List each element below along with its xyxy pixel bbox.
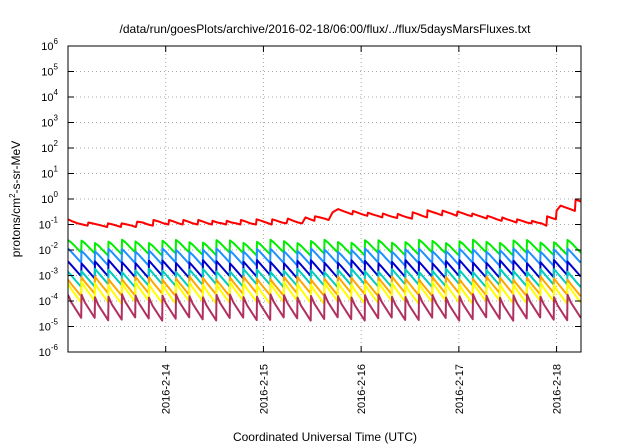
series-line — [68, 198, 581, 228]
x-tick-label: 2016-2-16 — [356, 364, 368, 414]
y-tick-label: 100 — [41, 190, 58, 206]
y-axis-label: protons/cm2-s-sr-MeV — [8, 141, 23, 257]
series-line — [68, 238, 581, 257]
y-tick-label: 10-3 — [39, 267, 59, 283]
y-tick-label: 105 — [41, 63, 58, 79]
series-line — [68, 259, 581, 280]
y-tick-label: 102 — [41, 139, 58, 155]
y-axis-label-main: protons/cm — [9, 198, 23, 257]
series-line — [68, 280, 581, 305]
x-tick-label: 2016-2-15 — [258, 364, 270, 414]
x-axis-ticks: 2016-2-14 2016-2-15 2016-2-16 2016-2-17 2016… — [161, 46, 564, 414]
y-tick-label: 103 — [41, 114, 58, 130]
x-tick-label: 2016-2-18 — [552, 364, 564, 414]
x-tick-label: 2016-2-14 — [161, 364, 173, 414]
y-tick-label: 10-1 — [39, 216, 59, 232]
y-tick-label: 104 — [41, 88, 58, 104]
x-tick-label: 2016-2-17 — [454, 364, 466, 414]
x-axis-label: Coordinated Universal Time (UTC) — [233, 430, 417, 444]
series-line — [68, 247, 581, 267]
y-tick-label: 10-5 — [39, 318, 59, 334]
y-axis-ticks: 10-6 10-5 10-4 10-3 10-2 10-1 100 101 102 103 104 1… — [39, 37, 581, 359]
y-tick-label: 10-6 — [39, 343, 59, 359]
chart-title: /data/run/goesPlots/archive/2016-02-18/0… — [120, 22, 532, 36]
y-tick-label: 101 — [41, 165, 58, 181]
y-tick-label: 106 — [41, 37, 58, 53]
y-axis-label-sup: 2 — [8, 193, 17, 198]
y-tick-label: 10-2 — [39, 241, 59, 257]
series-group — [68, 198, 581, 322]
series-line — [68, 293, 581, 322]
y-tick-label: 10-4 — [39, 292, 59, 308]
y-axis-label-rest: -s-sr-MeV — [9, 141, 23, 194]
